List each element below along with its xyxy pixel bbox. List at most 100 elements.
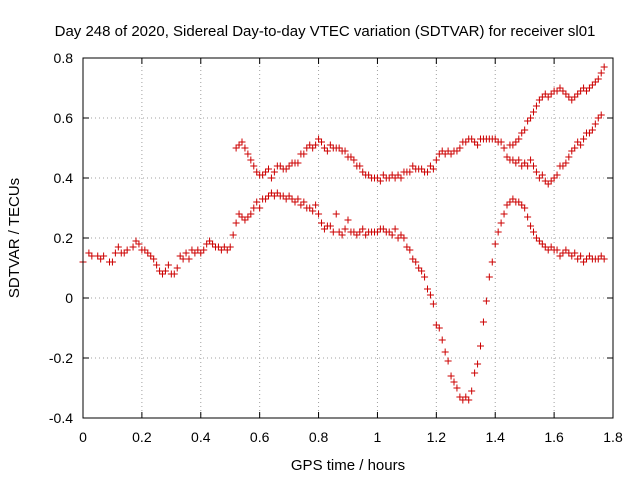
- data-point: [547, 243, 555, 251]
- data-point: [559, 249, 567, 257]
- data-point: [288, 195, 296, 203]
- data-point: [247, 156, 255, 164]
- data-point: [376, 177, 384, 185]
- data-point: [150, 255, 158, 263]
- data-point: [574, 90, 582, 98]
- data-point: [574, 138, 582, 146]
- y-axis-label: SDTVAR / TECUs: [6, 178, 23, 298]
- data-point: [309, 144, 317, 152]
- data-point: [194, 246, 202, 254]
- data-point: [506, 198, 514, 206]
- data-point: [335, 144, 343, 152]
- data-point: [326, 141, 334, 149]
- data-point: [362, 231, 370, 239]
- data-point: [497, 219, 505, 227]
- data-point: [232, 144, 240, 152]
- x-tick-label: 0.6: [250, 429, 270, 445]
- data-point: [544, 180, 552, 188]
- data-point: [267, 174, 275, 182]
- data-point: [559, 87, 567, 95]
- data-point: [553, 246, 561, 254]
- data-point: [412, 258, 420, 266]
- data-point: [591, 78, 599, 86]
- data-point: [188, 246, 196, 254]
- data-point: [312, 201, 320, 209]
- data-point: [471, 138, 479, 146]
- data-point: [259, 171, 267, 179]
- data-point: [441, 150, 449, 158]
- data-point: [315, 135, 323, 143]
- data-point: [394, 171, 402, 179]
- x-tick-label: 1.8: [603, 429, 623, 445]
- data-point: [424, 168, 431, 176]
- data-point: [585, 252, 593, 260]
- data-point: [97, 255, 105, 263]
- data-point: [438, 336, 446, 344]
- x-tick-label: 1.2: [427, 429, 447, 445]
- data-point: [594, 75, 602, 83]
- data-point: [527, 222, 535, 230]
- data-point: [556, 84, 564, 92]
- data-point: [253, 168, 261, 176]
- data-point: [565, 153, 573, 161]
- data-point: [279, 192, 287, 200]
- y-tick-label: 0: [65, 290, 73, 306]
- data-point: [465, 396, 473, 404]
- data-point: [403, 243, 411, 251]
- data-point: [532, 102, 540, 110]
- data-point: [214, 243, 222, 251]
- data-point: [532, 168, 540, 176]
- data-point: [571, 144, 579, 152]
- data-point: [421, 273, 429, 281]
- data-point: [373, 228, 381, 236]
- data-point: [541, 177, 549, 185]
- data-point: [426, 291, 434, 299]
- data-point: [530, 108, 537, 116]
- y-tick-label: 0.8: [54, 50, 74, 66]
- data-point: [306, 204, 314, 212]
- chart-title: Day 248 of 2020, Sidereal Day-to-day VTE…: [55, 23, 596, 40]
- data-point: [170, 270, 178, 278]
- data-point: [553, 171, 561, 179]
- data-point: [429, 300, 437, 308]
- data-point: [488, 258, 496, 266]
- data-point: [429, 165, 437, 173]
- data-point: [285, 192, 293, 200]
- data-point: [497, 138, 505, 146]
- data-point: [583, 87, 590, 95]
- data-point: [597, 111, 605, 119]
- data-point: [426, 162, 434, 170]
- data-point: [388, 231, 396, 239]
- data-point: [229, 231, 237, 239]
- data-point: [530, 228, 537, 236]
- data-point: [444, 357, 452, 365]
- data-point: [444, 147, 452, 155]
- data-point: [515, 156, 523, 164]
- data-point: [509, 141, 517, 149]
- y-tick-label: 0.6: [54, 110, 74, 126]
- data-point: [108, 258, 116, 266]
- data-point: [547, 177, 555, 185]
- data-point: [568, 96, 576, 104]
- x-tick-label: 1.4: [485, 429, 505, 445]
- data-point: [365, 171, 373, 179]
- data-point: [235, 210, 243, 218]
- data-point: [85, 249, 93, 257]
- data-point: [318, 219, 325, 227]
- data-point: [282, 195, 290, 203]
- data-point: [527, 114, 535, 122]
- data-point: [179, 255, 187, 263]
- data-point: [518, 129, 526, 137]
- data-point: [270, 168, 278, 176]
- data-point: [565, 93, 573, 101]
- y-tick-label: -0.4: [49, 410, 73, 426]
- data-point: [173, 264, 181, 272]
- data-point: [244, 150, 252, 158]
- data-point: [532, 234, 540, 242]
- data-point: [580, 84, 588, 92]
- data-point: [530, 162, 537, 170]
- data-point: [350, 228, 358, 236]
- data-point: [524, 213, 532, 221]
- data-point: [291, 198, 299, 206]
